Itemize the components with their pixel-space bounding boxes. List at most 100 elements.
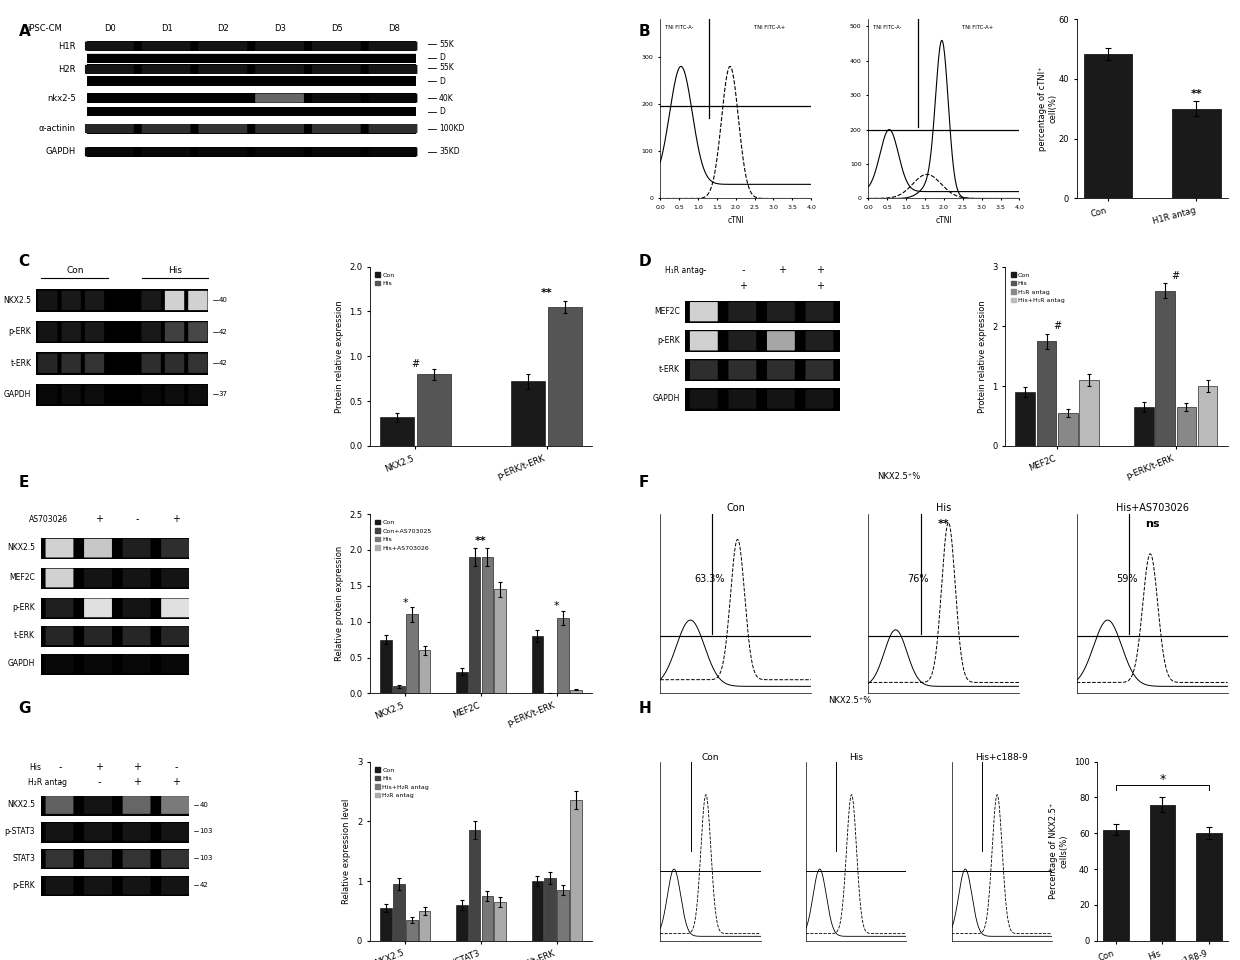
Bar (87, 107, 417, 116)
Text: MEF2C: MEF2C (653, 307, 680, 316)
Bar (1016, 392, 1035, 446)
FancyBboxPatch shape (141, 323, 161, 342)
Bar (511, 381, 546, 446)
FancyBboxPatch shape (806, 360, 833, 379)
Bar (41, 796, 190, 816)
Text: +: + (777, 265, 786, 276)
Text: **: ** (1190, 89, 1203, 99)
Text: ns: ns (1145, 519, 1159, 530)
Title: Con: Con (702, 753, 719, 761)
FancyBboxPatch shape (46, 539, 73, 558)
Bar (379, 908, 392, 941)
FancyBboxPatch shape (368, 93, 418, 103)
Bar (456, 672, 467, 693)
FancyBboxPatch shape (38, 385, 57, 404)
Bar (379, 639, 392, 693)
X-axis label: cTNI: cTNI (728, 216, 744, 225)
FancyBboxPatch shape (768, 331, 795, 350)
Text: H: H (639, 701, 651, 716)
Text: NKX2.5⁺%: NKX2.5⁺% (878, 472, 920, 481)
Text: #: # (412, 359, 419, 369)
Bar (544, 878, 557, 941)
Text: TNI FITC-A+: TNI FITC-A+ (754, 25, 785, 30)
Text: 40: 40 (219, 298, 228, 303)
Bar (469, 830, 480, 941)
Text: His: His (167, 266, 182, 276)
Bar (548, 307, 582, 446)
FancyBboxPatch shape (123, 568, 150, 588)
Title: His: His (936, 503, 951, 514)
Text: α-actinin: α-actinin (38, 124, 76, 133)
Bar (379, 418, 414, 446)
Text: +: + (134, 762, 141, 773)
Bar (686, 330, 839, 352)
Text: 42: 42 (219, 328, 228, 335)
Text: t-ERK: t-ERK (14, 631, 35, 640)
Y-axis label: Protein relative expression: Protein relative expression (977, 300, 987, 413)
Bar (532, 881, 543, 941)
Text: Con: Con (66, 266, 83, 276)
FancyBboxPatch shape (312, 124, 361, 133)
Text: F: F (639, 475, 649, 491)
Text: D: D (639, 254, 651, 270)
FancyBboxPatch shape (689, 302, 718, 322)
Bar (417, 374, 450, 446)
Bar (1197, 833, 1221, 941)
Bar (481, 896, 494, 941)
FancyBboxPatch shape (84, 627, 112, 645)
Bar (557, 890, 569, 941)
Bar (469, 557, 480, 693)
Bar (456, 905, 467, 941)
FancyBboxPatch shape (38, 353, 57, 372)
FancyBboxPatch shape (728, 390, 756, 409)
Title: His+c188-9: His+c188-9 (976, 753, 1028, 761)
Text: -: - (175, 762, 177, 773)
FancyBboxPatch shape (806, 331, 833, 350)
FancyBboxPatch shape (188, 291, 207, 310)
FancyBboxPatch shape (161, 598, 188, 617)
FancyBboxPatch shape (84, 385, 104, 404)
Text: H1R: H1R (58, 41, 76, 51)
Text: p-ERK: p-ERK (9, 327, 31, 336)
Text: 100KD: 100KD (439, 124, 464, 133)
FancyBboxPatch shape (312, 41, 361, 51)
Text: 55K: 55K (439, 39, 454, 49)
Bar (1084, 54, 1132, 199)
FancyBboxPatch shape (84, 147, 134, 156)
FancyBboxPatch shape (46, 823, 73, 841)
Legend: Con, His, H₁R antag, His+H₁R antag: Con, His, H₁R antag, His+H₁R antag (1008, 270, 1068, 305)
FancyBboxPatch shape (84, 291, 104, 310)
Text: -: - (58, 777, 62, 787)
FancyBboxPatch shape (255, 124, 304, 133)
FancyBboxPatch shape (141, 65, 191, 74)
Bar (41, 876, 190, 897)
Bar (1058, 413, 1078, 446)
Text: H₂R antag: H₂R antag (27, 778, 67, 787)
Text: 40: 40 (200, 802, 208, 807)
Text: -: - (135, 514, 139, 524)
Bar (36, 384, 208, 406)
Text: D2: D2 (217, 24, 229, 33)
Text: 42: 42 (219, 360, 228, 366)
FancyBboxPatch shape (123, 796, 150, 814)
FancyBboxPatch shape (198, 65, 247, 74)
Text: +: + (172, 777, 180, 787)
FancyBboxPatch shape (806, 302, 833, 322)
FancyBboxPatch shape (123, 655, 150, 673)
Bar (405, 920, 418, 941)
Text: A: A (19, 24, 30, 39)
FancyBboxPatch shape (161, 627, 188, 645)
Legend: Con, His: Con, His (373, 270, 397, 289)
FancyBboxPatch shape (141, 124, 191, 133)
FancyBboxPatch shape (165, 291, 185, 310)
FancyBboxPatch shape (84, 876, 112, 895)
Text: iPSC-CM: iPSC-CM (27, 24, 62, 33)
FancyBboxPatch shape (141, 147, 191, 156)
Text: p-ERK: p-ERK (12, 880, 35, 890)
Y-axis label: Relative expression level: Relative expression level (342, 799, 351, 903)
Bar (41, 538, 190, 560)
Bar (36, 352, 208, 374)
Text: D0: D0 (104, 24, 115, 33)
Text: +: + (739, 281, 748, 291)
Bar (686, 388, 839, 411)
